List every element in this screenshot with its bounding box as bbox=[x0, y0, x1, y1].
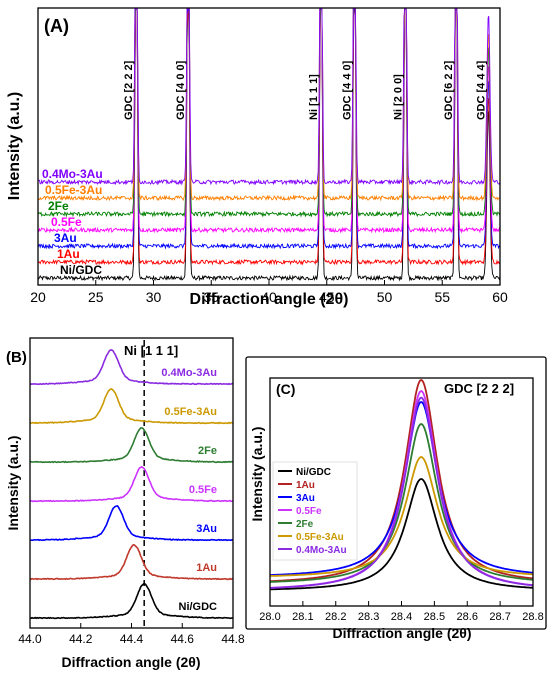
panel-c-ylabel: Intensity (a.u.) bbox=[249, 427, 265, 522]
series-line-1au bbox=[37, 8, 501, 266]
peak-label: Ni [1 1 1] bbox=[308, 74, 320, 120]
x-tick-label: 44.2 bbox=[69, 632, 93, 646]
series-label: 1Au bbox=[196, 562, 217, 574]
series-label: Ni/GDC bbox=[60, 263, 102, 277]
legend-label: 1Au bbox=[296, 480, 315, 491]
series-line-2fe bbox=[30, 426, 234, 464]
x-tick-label: 50 bbox=[377, 289, 393, 305]
panel-a-plot-area: Ni/GDC 1Au 3Au 0.5Fe 2Fe 0.5Fe-3Au 0.4Mo-3Au GD… bbox=[37, 8, 501, 282]
series-line-3au bbox=[29, 505, 233, 542]
x-tick-label: 25 bbox=[88, 289, 104, 305]
panel-b-xlabel: Diffraction angle (2θ) bbox=[61, 654, 200, 670]
panel-a-frame bbox=[37, 7, 501, 286]
series-label: 2Fe bbox=[48, 199, 69, 213]
series-label: Ni/GDC bbox=[179, 601, 218, 613]
series-line-0-5fe bbox=[37, 8, 501, 234]
series-label: 0.5Fe-3Au bbox=[164, 406, 217, 418]
panel-c-xlabel: Diffraction angle (2θ) bbox=[332, 625, 471, 641]
panel-c: 28.0 28.1 28.2 28.3 28.4 28.5 28.6 28.7 28.8 Ni/… bbox=[245, 356, 547, 641]
peak-label: GDC [4 0 0] bbox=[175, 60, 187, 120]
series-label: 0.5Fe bbox=[189, 484, 217, 496]
series-line-0-4mo-3au bbox=[37, 8, 501, 186]
x-tick-label: 44.0 bbox=[18, 632, 42, 646]
panel-c-title: GDC [2 2 2] bbox=[444, 381, 514, 396]
series-line-ni-gdc bbox=[270, 478, 534, 591]
series-line-1au bbox=[30, 543, 234, 581]
series-line-0-5fe-3au bbox=[29, 388, 234, 425]
panel-b-plot-area: Ni/GDC 1Au 3Au 0.5Fe 2Fe 0.5Fe-3Au 0.4Mo-3Au bbox=[29, 340, 234, 628]
x-tick-label: 28.1 bbox=[292, 611, 313, 623]
series-line-0-5fe bbox=[29, 465, 234, 503]
panel-b-x-ticks: 44.0 44.2 44.4 44.6 44.8 bbox=[18, 623, 245, 646]
panel-c-plot-area bbox=[269, 378, 534, 591]
panel-c-legend: Ni/GDC 1Au 3Au 0.5Fe 2Fe 0.5Fe-3Au 0.4Mo-3Au bbox=[272, 461, 358, 561]
peak-label: GDC [4 4 0] bbox=[341, 60, 353, 120]
series-line-0-5fe-3au bbox=[269, 456, 533, 577]
panel-b-ylabel: Intensity (a.u.) bbox=[5, 436, 21, 531]
panel-c-letter: (C) bbox=[276, 381, 295, 397]
x-tick-label: 55 bbox=[434, 289, 450, 305]
panel-a: Ni/GDC 1Au 3Au 0.5Fe 2Fe 0.5Fe-3Au 0.4Mo-3Au GD… bbox=[6, 7, 508, 308]
series-label: 0.4Mo-3Au bbox=[161, 367, 217, 379]
series-line-0-5fe-3au bbox=[37, 8, 501, 202]
series-line-2fe bbox=[270, 423, 533, 583]
legend-label: 0.5Fe bbox=[296, 506, 322, 517]
x-tick-label: 60 bbox=[492, 289, 508, 305]
x-tick-label: 44.8 bbox=[221, 632, 245, 646]
peak-label: Ni [2 0 0] bbox=[392, 74, 404, 120]
x-tick-label: 44.4 bbox=[120, 632, 144, 646]
x-tick-label: 20 bbox=[30, 289, 46, 305]
series-label: 1Au bbox=[57, 247, 80, 261]
series-line-3au bbox=[37, 8, 501, 250]
series-label: 0.5Fe-3Au bbox=[45, 183, 102, 197]
panel-a-ylabel: Intensity (a.u.) bbox=[6, 92, 23, 200]
panel-b-letter: (B) bbox=[6, 349, 27, 366]
series-line-0-4mo-3au bbox=[269, 396, 534, 589]
x-tick-label: 30 bbox=[146, 289, 162, 305]
peak-label: GDC [2 2 2] bbox=[123, 60, 135, 120]
series-line-2fe bbox=[37, 8, 501, 218]
x-tick-label: 28.4 bbox=[391, 611, 412, 623]
series-label: 2Fe bbox=[198, 445, 217, 457]
x-tick-label: 28.3 bbox=[358, 611, 379, 623]
x-tick-label: 28.5 bbox=[424, 611, 445, 623]
x-tick-label: 28.7 bbox=[489, 611, 510, 623]
x-tick-label: 28.0 bbox=[259, 611, 280, 623]
legend-label: 0.4Mo-3Au bbox=[296, 545, 347, 556]
legend-label: 3Au bbox=[296, 493, 315, 504]
panel-c-box bbox=[245, 356, 547, 630]
series-label: 0.5Fe bbox=[51, 215, 82, 229]
x-tick-label: 28.8 bbox=[522, 611, 543, 623]
series-line-ni-gdc bbox=[37, 8, 501, 282]
panel-c-x-ticks: 28.0 28.1 28.2 28.3 28.4 28.5 28.6 28.7 28.8 bbox=[259, 601, 544, 623]
x-tick-label: 45 bbox=[319, 289, 335, 305]
peak-label: GDC [4 4 4] bbox=[475, 60, 487, 120]
x-tick-label: 44.6 bbox=[171, 632, 195, 646]
series-label: 0.4Mo-3Au bbox=[42, 167, 103, 181]
panel-a-xlabel: Diffraction angle (2θ) bbox=[190, 291, 349, 308]
peak-label: GDC [6 2 2] bbox=[443, 60, 455, 120]
x-tick-label: 35 bbox=[203, 289, 219, 305]
panel-b-frame bbox=[29, 337, 234, 629]
series-label: 3Au bbox=[54, 231, 77, 245]
x-tick-label: 28.2 bbox=[325, 611, 346, 623]
panel-b: Ni/GDC 1Au 3Au 0.5Fe 2Fe 0.5Fe-3Au 0.4Mo-3Au 4… bbox=[5, 337, 245, 670]
panel-a-letter: (A) bbox=[44, 16, 69, 36]
legend-label: 2Fe bbox=[296, 519, 314, 530]
legend-label: 0.5Fe-3Au bbox=[296, 532, 344, 543]
series-label: 3Au bbox=[196, 523, 217, 535]
x-tick-label: 40 bbox=[261, 289, 277, 305]
series-line-0-4mo-3au bbox=[29, 348, 234, 386]
legend-label: Ni/GDC bbox=[296, 467, 331, 478]
series-line-ni-gdc bbox=[29, 583, 233, 620]
panel-b-refline-label: Ni [1 1 1] bbox=[124, 343, 178, 358]
x-tick-label: 28.6 bbox=[457, 611, 478, 623]
panel-a-x-ticks: 20 25 30 35 40 45 50 55 60 bbox=[30, 280, 508, 305]
